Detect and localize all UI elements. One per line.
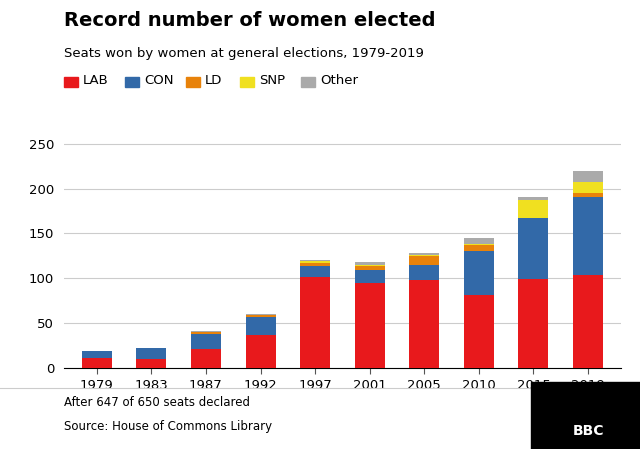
Text: LAB: LAB bbox=[83, 75, 109, 87]
Bar bbox=[409, 255, 439, 256]
Bar bbox=[191, 331, 221, 332]
Bar bbox=[573, 182, 603, 193]
Bar bbox=[300, 261, 330, 263]
Bar bbox=[246, 314, 276, 315]
Bar bbox=[573, 171, 603, 182]
Bar bbox=[136, 359, 166, 368]
Bar bbox=[518, 200, 548, 218]
Bar bbox=[300, 260, 330, 261]
Text: Seats won by women at general elections, 1979-2019: Seats won by women at general elections,… bbox=[64, 47, 424, 60]
Bar bbox=[355, 262, 385, 265]
Text: Source: House of Commons Library: Source: House of Commons Library bbox=[64, 420, 272, 433]
Text: CON: CON bbox=[144, 75, 173, 87]
Bar bbox=[518, 279, 548, 368]
Bar bbox=[518, 218, 548, 279]
Bar bbox=[191, 332, 221, 334]
Bar bbox=[464, 238, 494, 244]
Bar bbox=[409, 253, 439, 255]
Text: BBC: BBC bbox=[573, 424, 605, 438]
Text: SNP: SNP bbox=[259, 75, 285, 87]
Bar bbox=[355, 265, 385, 266]
Bar bbox=[82, 358, 112, 368]
Bar bbox=[300, 266, 330, 277]
Bar bbox=[355, 266, 385, 270]
Bar bbox=[464, 251, 494, 295]
Bar bbox=[409, 280, 439, 368]
Bar bbox=[464, 295, 494, 368]
Bar bbox=[573, 275, 603, 368]
Text: After 647 of 650 seats declared: After 647 of 650 seats declared bbox=[64, 396, 250, 409]
Bar bbox=[409, 265, 439, 280]
Text: Other: Other bbox=[320, 75, 358, 87]
Bar bbox=[82, 351, 112, 358]
Bar bbox=[246, 317, 276, 335]
Bar bbox=[464, 245, 494, 251]
Bar bbox=[464, 244, 494, 245]
Bar bbox=[191, 334, 221, 349]
Bar bbox=[191, 349, 221, 368]
Bar bbox=[136, 348, 166, 359]
Text: LD: LD bbox=[205, 75, 222, 87]
Bar bbox=[573, 197, 603, 275]
Text: Record number of women elected: Record number of women elected bbox=[64, 11, 435, 30]
Bar bbox=[246, 315, 276, 317]
Bar bbox=[409, 256, 439, 265]
Bar bbox=[355, 270, 385, 283]
Bar bbox=[573, 193, 603, 197]
Bar bbox=[355, 283, 385, 368]
Bar bbox=[300, 263, 330, 266]
Bar bbox=[300, 277, 330, 368]
Bar bbox=[518, 197, 548, 200]
Bar bbox=[246, 335, 276, 368]
